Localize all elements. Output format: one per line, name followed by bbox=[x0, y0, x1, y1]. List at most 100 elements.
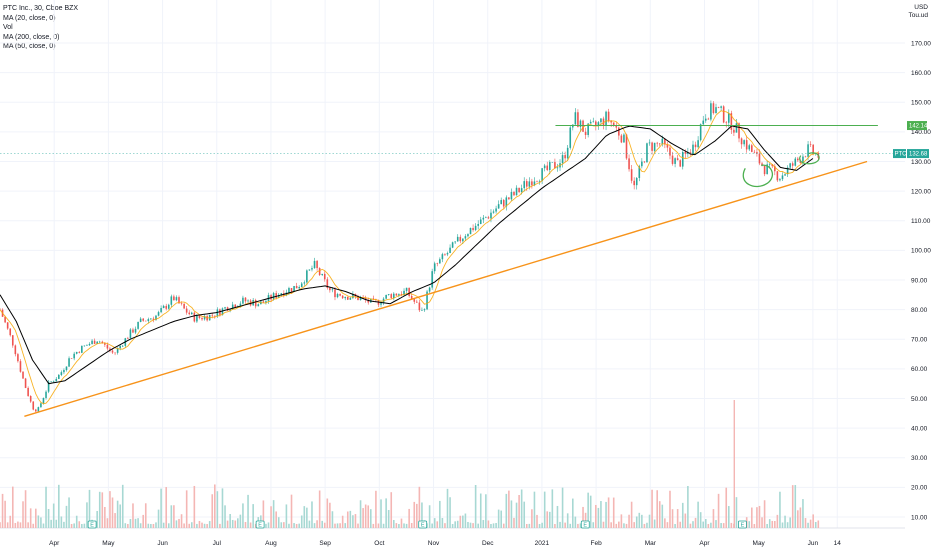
ticker-label: PTC bbox=[895, 152, 908, 158]
volume-bar bbox=[510, 500, 513, 528]
candle-body bbox=[802, 156, 804, 164]
volume-bar bbox=[17, 521, 19, 528]
candle-body bbox=[178, 297, 180, 304]
chart-grid bbox=[0, 0, 905, 529]
volume-bar bbox=[14, 522, 17, 528]
candle-body bbox=[326, 279, 329, 288]
volume-bar bbox=[285, 504, 288, 528]
volume-bar bbox=[487, 520, 490, 528]
volume-bar bbox=[620, 514, 623, 528]
volume-bar bbox=[410, 523, 413, 528]
volume-bar bbox=[183, 523, 185, 528]
volume-bar bbox=[9, 515, 12, 528]
volume-bar bbox=[625, 523, 628, 528]
legend-indicator-vol[interactable]: Vol bbox=[3, 24, 13, 31]
time-axis[interactable]: Apr May Jun Jul Aug Sep Oct Nov Dec 2021 Feb Mar Apr… bbox=[49, 540, 841, 547]
candle-body bbox=[791, 163, 794, 166]
candle-body bbox=[533, 181, 536, 186]
candle-body bbox=[334, 289, 336, 298]
volume-bar bbox=[561, 487, 564, 528]
candle-body bbox=[600, 118, 602, 123]
volume-bar bbox=[352, 515, 354, 528]
legend-indicator-ma50[interactable]: MA (50, close, 0) bbox=[3, 43, 56, 50]
y-tick-label: 40.00 bbox=[911, 425, 928, 432]
candle-body bbox=[584, 131, 587, 135]
volume-bar bbox=[664, 518, 666, 528]
volume-bar bbox=[116, 500, 119, 528]
candle-body bbox=[674, 158, 676, 164]
volume-bar bbox=[221, 488, 224, 528]
candle-body bbox=[707, 118, 710, 120]
candle-body bbox=[487, 217, 490, 219]
volume-bar bbox=[349, 510, 352, 528]
volume-bar bbox=[671, 509, 674, 528]
volume-bar bbox=[329, 502, 331, 528]
volume-bar bbox=[592, 522, 595, 528]
volume-bar bbox=[155, 522, 157, 528]
volume-bar bbox=[244, 522, 247, 528]
candle-body bbox=[180, 303, 183, 305]
candle-body bbox=[751, 145, 753, 152]
volume-bar bbox=[490, 523, 492, 528]
volume-bar bbox=[362, 508, 364, 528]
volume-bar bbox=[687, 486, 689, 528]
candle-body bbox=[454, 241, 456, 243]
volume-bar bbox=[334, 523, 336, 528]
price-candles bbox=[0, 100, 820, 413]
candle-body bbox=[198, 315, 201, 319]
candle-body bbox=[272, 293, 275, 300]
candle-body bbox=[692, 144, 694, 155]
candle-body bbox=[349, 297, 352, 300]
x-tick-label: May bbox=[753, 540, 766, 547]
candle-body bbox=[308, 269, 311, 271]
candle-body bbox=[449, 247, 451, 253]
candle-body bbox=[794, 158, 797, 166]
candle-body bbox=[607, 111, 610, 121]
candle-body bbox=[423, 309, 426, 311]
volume-bar bbox=[395, 523, 398, 528]
volume-bar bbox=[413, 501, 416, 528]
volume-bar bbox=[421, 502, 423, 528]
volume-bar bbox=[265, 523, 267, 528]
candle-body bbox=[679, 160, 682, 167]
volume-bar bbox=[180, 514, 183, 528]
price-axis[interactable]: 10.00 20.00 30.00 40.00 50.00 60.00 70.00 80.00… bbox=[911, 40, 931, 521]
volume-bar bbox=[766, 523, 768, 528]
legend-symbol[interactable]: PTC Inc., 30, Cboe BZX bbox=[3, 5, 79, 12]
candle-body bbox=[242, 297, 244, 304]
volume-bar bbox=[193, 485, 196, 528]
volume-bar bbox=[144, 503, 147, 528]
candle-body bbox=[579, 120, 582, 127]
volume-bar bbox=[346, 511, 349, 528]
candle-body bbox=[4, 316, 6, 323]
volume-bar bbox=[761, 517, 763, 528]
candle-body bbox=[428, 287, 431, 292]
candle-body bbox=[439, 259, 441, 264]
candle-body bbox=[167, 304, 170, 309]
volume-bar bbox=[321, 520, 324, 528]
volume-bar bbox=[224, 505, 226, 528]
candle-body bbox=[413, 299, 416, 302]
legend-indicator-ma20[interactable]: MA (20, close, 0) bbox=[3, 14, 56, 22]
candle-body bbox=[809, 144, 812, 145]
candle-body bbox=[306, 270, 308, 283]
ticker-badge bbox=[893, 149, 906, 159]
candle-body bbox=[318, 268, 321, 276]
currency-label[interactable]: USD Tou.ud bbox=[908, 4, 928, 20]
volume-bar bbox=[393, 520, 395, 528]
volume-bar bbox=[500, 510, 503, 528]
candle-body bbox=[462, 238, 464, 242]
volume-bar bbox=[416, 503, 418, 528]
legend-indicator-ma200[interactable]: MA (200, close, 0) bbox=[3, 33, 60, 41]
volume-bar bbox=[610, 522, 612, 528]
volume-bar bbox=[211, 494, 214, 528]
volume-bar bbox=[203, 523, 206, 528]
earnings-marker-label: E bbox=[421, 523, 425, 529]
volume-bar bbox=[104, 506, 106, 528]
volume-bar bbox=[781, 522, 784, 528]
volume-bar bbox=[157, 509, 160, 528]
volume-bar bbox=[477, 523, 479, 528]
volume-bar bbox=[339, 523, 341, 528]
volume-bar bbox=[669, 490, 671, 528]
